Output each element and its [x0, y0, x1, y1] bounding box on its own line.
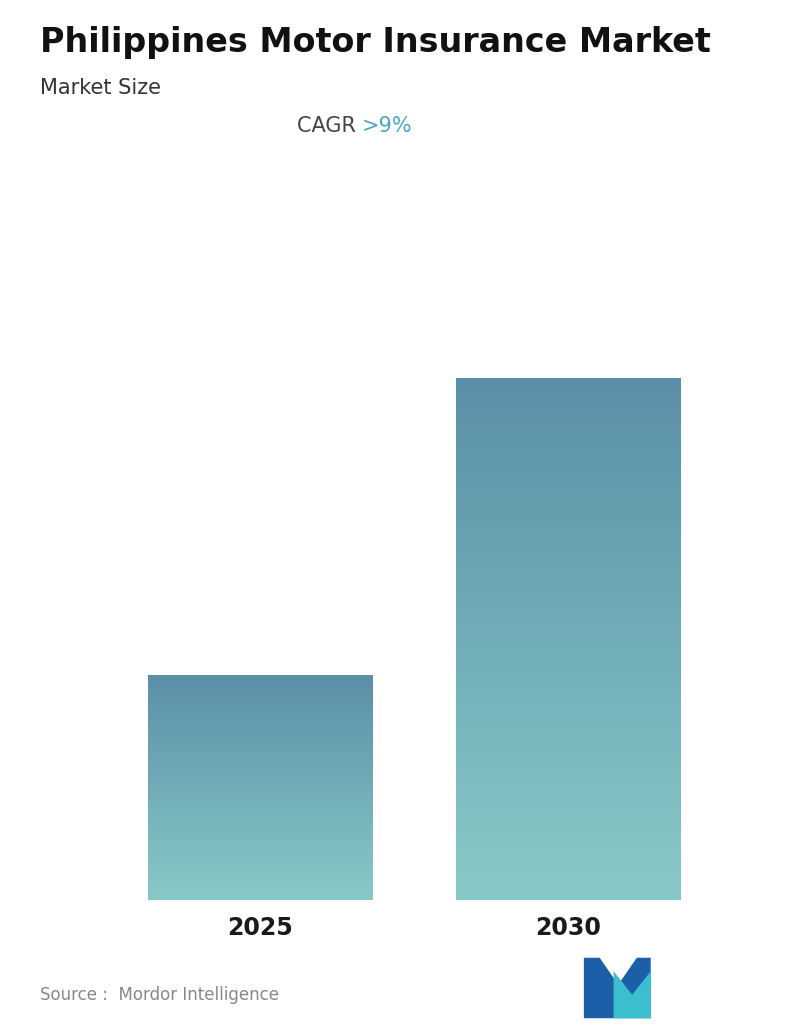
- Text: Philippines Motor Insurance Market: Philippines Motor Insurance Market: [40, 26, 711, 59]
- Text: Market Size: Market Size: [40, 78, 161, 97]
- Text: CAGR: CAGR: [297, 116, 362, 136]
- Text: >9%: >9%: [362, 116, 413, 136]
- Text: Source :  Mordor Intelligence: Source : Mordor Intelligence: [40, 985, 279, 1004]
